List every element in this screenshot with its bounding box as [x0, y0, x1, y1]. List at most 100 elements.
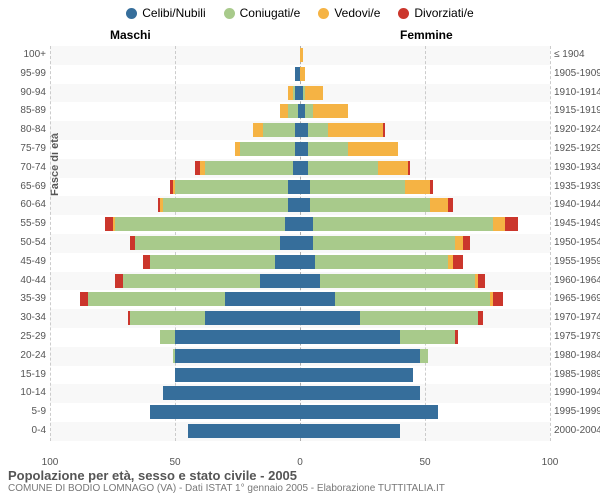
bar-male	[158, 198, 301, 212]
x-tick-label: 100	[42, 457, 59, 468]
birth-year-label: 1935-1939	[554, 181, 600, 192]
bar-female	[300, 330, 458, 344]
birth-year-label: 1930-1934	[554, 162, 600, 173]
birth-year-label: 1940-1944	[554, 199, 600, 210]
bar-segment	[313, 217, 493, 231]
age-row: 80-841920-1924	[50, 121, 550, 140]
bar-segment	[288, 198, 301, 212]
age-row: 0-42000-2004	[50, 422, 550, 441]
population-pyramid-chart: Celibi/Nubili Coniugati/e Vedovi/e Divorzia…	[0, 0, 600, 500]
bar-segment	[313, 236, 456, 250]
bar-segment	[150, 405, 300, 419]
bar-female	[300, 198, 453, 212]
bar-male	[143, 255, 301, 269]
age-row: 55-591945-1949	[50, 215, 550, 234]
bar-segment	[175, 368, 300, 382]
bar-male	[130, 236, 300, 250]
bar-female	[300, 180, 433, 194]
bar-female	[300, 349, 428, 363]
age-label: 60-64	[2, 199, 46, 210]
header-female: Femmine	[400, 28, 453, 42]
bar-female	[300, 405, 438, 419]
legend-item: Divorziati/e	[398, 6, 473, 20]
bar-segment	[305, 86, 323, 100]
bar-segment	[188, 424, 301, 438]
age-label: 100+	[2, 49, 46, 60]
bar-segment	[348, 142, 398, 156]
legend-item: Celibi/Nubili	[126, 6, 205, 20]
bar-female	[300, 274, 485, 288]
bar-female	[300, 67, 305, 81]
bar-segment	[253, 123, 263, 137]
bar-male	[175, 368, 300, 382]
legend-swatch	[398, 8, 409, 19]
age-label: 75-79	[2, 143, 46, 154]
bar-segment	[300, 330, 400, 344]
bar-segment	[300, 386, 420, 400]
age-row: 70-741930-1934	[50, 159, 550, 178]
birth-year-label: 1945-1949	[554, 218, 600, 229]
bar-segment	[280, 236, 300, 250]
age-label: 5-9	[2, 406, 46, 417]
bar-segment	[300, 217, 313, 231]
bar-segment	[143, 255, 151, 269]
bar-male	[150, 405, 300, 419]
birth-year-label: 1985-1989	[554, 369, 600, 380]
bar-segment	[448, 198, 453, 212]
legend-label: Coniugati/e	[240, 6, 301, 20]
x-tick-label: 100	[542, 457, 559, 468]
age-label: 15-19	[2, 369, 46, 380]
bar-segment	[300, 67, 305, 81]
bar-male	[80, 292, 300, 306]
bar-segment	[308, 161, 378, 175]
age-row: 50-541950-1954	[50, 234, 550, 253]
bar-female	[300, 255, 463, 269]
bar-segment	[288, 104, 298, 118]
age-label: 45-49	[2, 256, 46, 267]
bar-segment	[105, 217, 113, 231]
bar-male	[163, 386, 301, 400]
bar-segment	[455, 330, 458, 344]
legend-item: Coniugati/e	[224, 6, 301, 20]
birth-year-label: 1995-1999	[554, 406, 600, 417]
bar-segment	[260, 274, 300, 288]
bar-segment	[463, 236, 471, 250]
birth-year-label: ≤ 1904	[554, 49, 600, 60]
bar-segment	[313, 104, 348, 118]
bar-segment	[123, 274, 261, 288]
bar-segment	[408, 161, 411, 175]
bar-segment	[430, 180, 433, 194]
bar-segment	[263, 123, 296, 137]
age-label: 30-34	[2, 312, 46, 323]
bar-segment	[493, 217, 506, 231]
bar-segment	[308, 123, 328, 137]
legend-item: Vedovi/e	[318, 6, 380, 20]
bar-segment	[240, 142, 295, 156]
bar-male	[128, 311, 301, 325]
bar-segment	[360, 311, 478, 325]
birth-year-label: 1965-1969	[554, 293, 600, 304]
plot-area: Fasce di età Anni di nascita 100+≤ 19049…	[50, 46, 550, 441]
bar-female	[300, 368, 413, 382]
legend: Celibi/Nubili Coniugati/e Vedovi/e Divorzia…	[0, 0, 600, 20]
bar-female	[300, 292, 503, 306]
bar-segment	[455, 236, 463, 250]
age-label: 70-74	[2, 162, 46, 173]
age-label: 55-59	[2, 218, 46, 229]
bar-female	[300, 86, 323, 100]
bar-segment	[150, 255, 275, 269]
birth-year-label: 1925-1929	[554, 143, 600, 154]
bar-segment	[80, 292, 88, 306]
x-tick-label: 50	[419, 457, 430, 468]
bar-segment	[275, 255, 300, 269]
chart-subtitle: COMUNE DI BODIO LOMNAGO (VA) - Dati ISTA…	[8, 483, 592, 494]
bar-segment	[135, 236, 280, 250]
legend-label: Celibi/Nubili	[142, 6, 205, 20]
bar-female	[300, 104, 348, 118]
bar-segment	[300, 368, 413, 382]
birth-year-label: 1970-1974	[554, 312, 600, 323]
bar-male	[253, 123, 301, 137]
bar-segment	[175, 180, 288, 194]
bar-female	[300, 217, 518, 231]
bar-segment	[300, 123, 308, 137]
